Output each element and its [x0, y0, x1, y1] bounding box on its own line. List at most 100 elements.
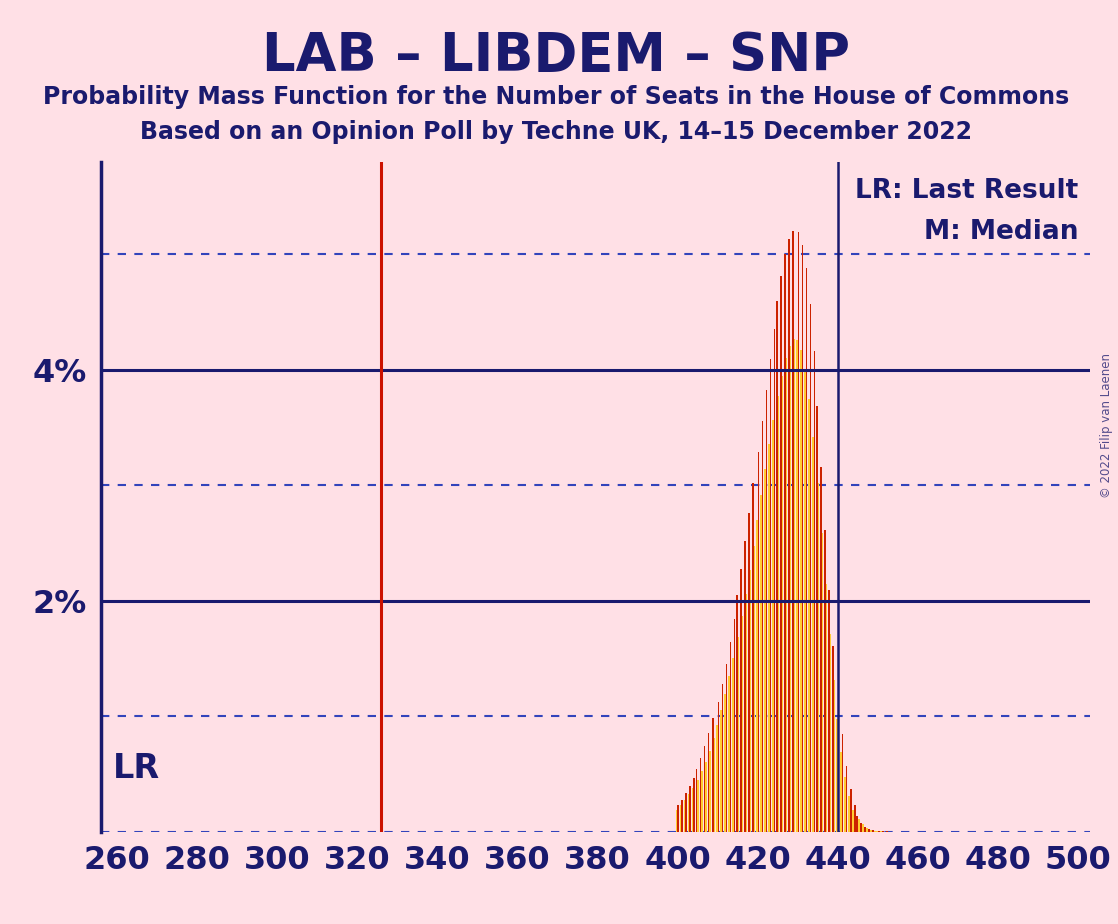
- Bar: [723, 694, 726, 832]
- Bar: [781, 376, 784, 832]
- Bar: [870, 830, 872, 832]
- Bar: [766, 390, 767, 832]
- Bar: [837, 695, 840, 832]
- Bar: [819, 467, 822, 832]
- Bar: [701, 772, 703, 832]
- Text: © 2022 Filip van Laenen: © 2022 Filip van Laenen: [1100, 353, 1114, 497]
- Bar: [743, 541, 746, 832]
- Bar: [827, 590, 830, 832]
- Bar: [693, 778, 695, 832]
- Bar: [804, 370, 806, 832]
- Bar: [764, 469, 766, 832]
- Bar: [786, 359, 787, 832]
- Bar: [864, 827, 865, 832]
- Bar: [758, 452, 759, 832]
- Bar: [678, 805, 680, 832]
- Bar: [852, 809, 854, 832]
- Bar: [716, 725, 718, 832]
- Bar: [684, 800, 685, 832]
- Bar: [682, 799, 683, 832]
- Bar: [774, 329, 776, 832]
- Bar: [695, 769, 698, 832]
- Bar: [860, 822, 862, 832]
- Bar: [840, 752, 842, 832]
- Bar: [816, 407, 817, 832]
- Bar: [700, 759, 701, 832]
- Bar: [746, 593, 747, 832]
- Bar: [748, 513, 749, 832]
- Bar: [769, 359, 771, 832]
- Bar: [712, 718, 713, 832]
- Bar: [761, 421, 764, 832]
- Bar: [794, 339, 795, 832]
- Bar: [675, 809, 678, 832]
- Bar: [830, 634, 832, 832]
- Bar: [698, 780, 699, 832]
- Bar: [680, 806, 682, 832]
- Bar: [688, 795, 690, 832]
- Bar: [778, 396, 779, 832]
- Bar: [713, 738, 716, 832]
- Bar: [733, 619, 736, 832]
- Bar: [792, 231, 794, 832]
- Bar: [720, 711, 721, 832]
- Text: LR: Last Result: LR: Last Result: [855, 178, 1078, 204]
- Bar: [817, 482, 819, 832]
- Bar: [814, 351, 815, 832]
- Text: M: Median: M: Median: [923, 219, 1078, 245]
- Bar: [806, 269, 807, 832]
- Bar: [797, 232, 799, 832]
- Bar: [850, 788, 852, 832]
- Text: LAB – LIBDEM – SNP: LAB – LIBDEM – SNP: [262, 30, 850, 81]
- Bar: [824, 529, 826, 832]
- Bar: [872, 831, 874, 832]
- Bar: [760, 495, 761, 832]
- Bar: [718, 701, 719, 832]
- Bar: [692, 788, 693, 832]
- Bar: [858, 819, 860, 832]
- Bar: [685, 794, 688, 832]
- Bar: [771, 419, 774, 832]
- Bar: [740, 569, 741, 832]
- Bar: [736, 595, 738, 832]
- Bar: [730, 642, 731, 832]
- Bar: [842, 735, 843, 832]
- Bar: [808, 399, 809, 832]
- Bar: [741, 616, 743, 832]
- Bar: [834, 679, 835, 832]
- Bar: [802, 245, 804, 832]
- Bar: [749, 570, 751, 832]
- Bar: [779, 275, 781, 832]
- Text: LR: LR: [113, 752, 160, 785]
- Bar: [751, 482, 754, 832]
- Bar: [708, 733, 710, 832]
- Bar: [690, 786, 691, 832]
- Bar: [832, 646, 834, 832]
- Bar: [865, 828, 868, 832]
- Bar: [874, 831, 875, 832]
- Bar: [768, 444, 769, 832]
- Bar: [710, 750, 711, 832]
- Text: Based on an Opinion Poll by Techne UK, 14–15 December 2022: Based on an Opinion Poll by Techne UK, 1…: [140, 120, 972, 144]
- Bar: [703, 747, 705, 832]
- Bar: [822, 532, 824, 832]
- Bar: [721, 684, 723, 832]
- Bar: [732, 658, 733, 832]
- Bar: [738, 638, 739, 832]
- Bar: [854, 805, 855, 832]
- Bar: [812, 437, 814, 832]
- Text: Probability Mass Function for the Number of Seats in the House of Commons: Probability Mass Function for the Number…: [42, 85, 1069, 109]
- Bar: [788, 239, 789, 832]
- Bar: [784, 254, 786, 832]
- Bar: [754, 545, 756, 832]
- Bar: [789, 346, 792, 832]
- Bar: [856, 816, 858, 832]
- Bar: [756, 520, 758, 832]
- Bar: [826, 584, 827, 832]
- Bar: [809, 304, 812, 832]
- Bar: [847, 796, 850, 832]
- Bar: [799, 350, 802, 832]
- Bar: [844, 777, 845, 832]
- Bar: [796, 340, 797, 832]
- Bar: [862, 824, 863, 832]
